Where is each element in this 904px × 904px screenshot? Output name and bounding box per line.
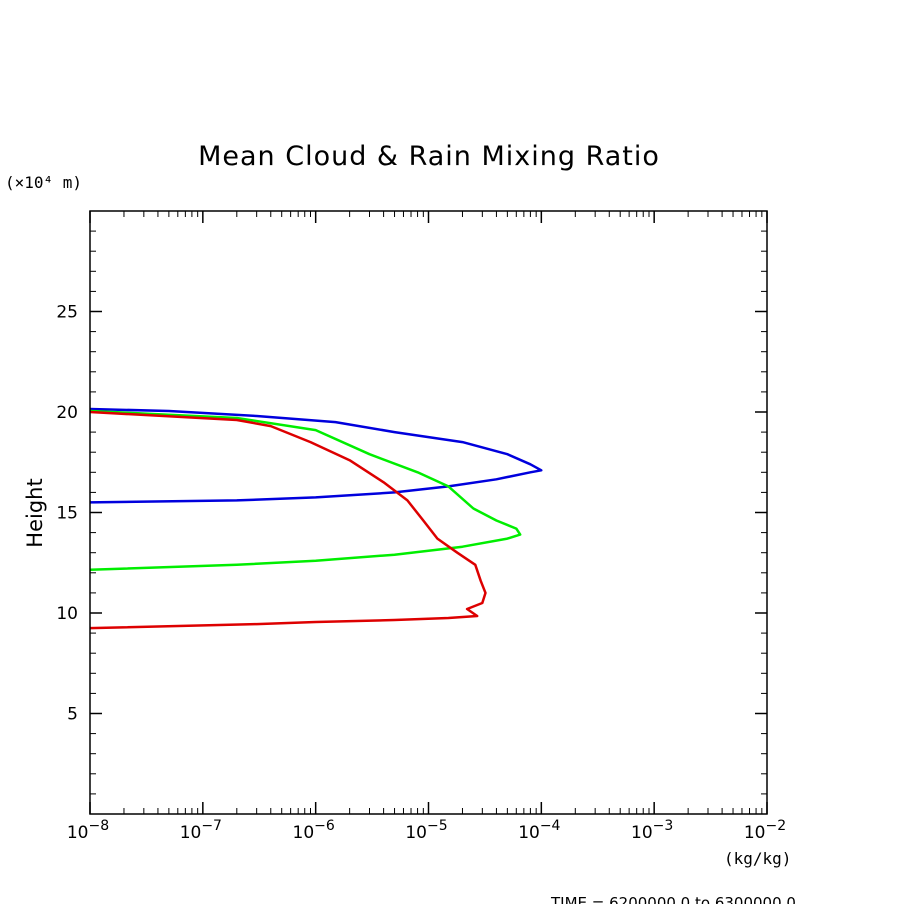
series-line-2 bbox=[89, 409, 522, 572]
footer-time-range: TIME = 6200000.0 to 6300000.0 bbox=[550, 894, 796, 904]
x-tick-label: 10−5 bbox=[405, 818, 447, 843]
plot-frame bbox=[89, 210, 768, 815]
axis-ticks: 10−8 10−7 10−6 10−5 10−4 10−3 10−2 5 10 15 20 25 bbox=[56, 211, 786, 843]
series-line-3 bbox=[89, 410, 487, 630]
x-tick-label: 10−7 bbox=[180, 818, 222, 843]
series-line-1 bbox=[89, 407, 543, 504]
x-tick-label: 10−3 bbox=[631, 818, 673, 843]
y-tick-label: 10 bbox=[56, 604, 78, 624]
x-tick-label: 10−4 bbox=[518, 818, 560, 843]
x-tick-label: 10−6 bbox=[293, 818, 335, 843]
y-tick-label: 20 bbox=[56, 403, 78, 423]
x-tick-label: 10−8 bbox=[67, 818, 109, 843]
y-tick-label: 5 bbox=[67, 705, 78, 725]
series-lines bbox=[89, 407, 543, 630]
y-tick-label: 25 bbox=[56, 303, 78, 323]
chart-title: Mean Cloud & Rain Mixing Ratio bbox=[198, 141, 660, 172]
x-tick-label: 10−2 bbox=[744, 818, 786, 843]
y-unit-label: (×10⁴ m) bbox=[5, 173, 82, 192]
x-unit-label: (kg/kg) bbox=[724, 849, 791, 868]
y-tick-label: 15 bbox=[56, 504, 78, 524]
y-axis-label: Height bbox=[23, 478, 47, 547]
